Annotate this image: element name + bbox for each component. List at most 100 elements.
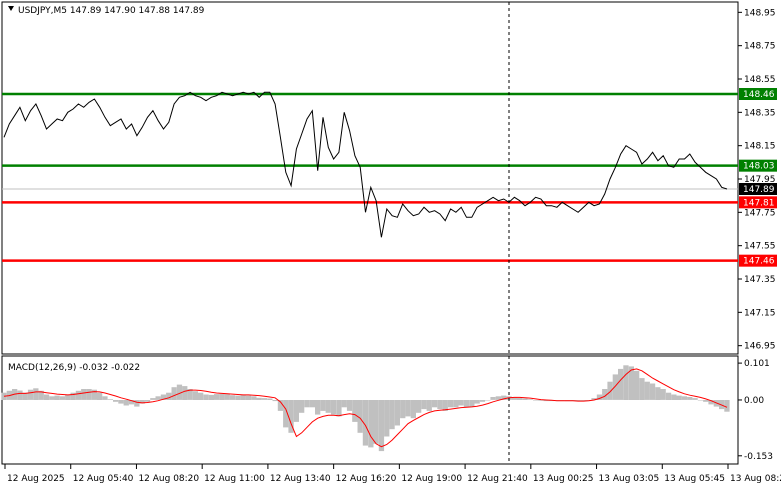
macd-bar: [495, 396, 501, 400]
price-tick-label: 148.95: [744, 8, 776, 18]
macd-bar: [144, 400, 151, 402]
macd-pane-border: [1, 355, 739, 465]
price-pane[interactable]: 148.95148.75148.55148.35148.15147.95147.…: [1, 1, 777, 355]
macd-bar: [511, 397, 517, 400]
macd-bar: [421, 400, 427, 410]
macd-bar: [304, 400, 310, 408]
macd-bar: [65, 394, 71, 400]
macd-bar: [442, 400, 448, 411]
macd-bar: [134, 400, 140, 407]
macd-bar: [251, 396, 257, 400]
macd-bar: [256, 397, 262, 400]
macd-bar: [43, 394, 50, 400]
macd-bar: [272, 400, 278, 402]
macd-bar: [346, 400, 353, 411]
macd-bar: [336, 400, 342, 417]
macd-bar: [479, 400, 486, 402]
macd-bar: [123, 400, 129, 406]
macd-bar: [107, 399, 113, 400]
macd-bar: [432, 400, 438, 408]
macd-bar: [352, 400, 358, 422]
macd-bar: [469, 400, 475, 407]
macd-bar: [447, 400, 454, 408]
macd-bar: [315, 400, 321, 415]
level-price-tag: [739, 159, 777, 172]
macd-bar: [22, 392, 28, 400]
macd-bar: [86, 389, 92, 400]
macd-bar: [203, 394, 209, 400]
current-price-tag: [739, 183, 777, 195]
price-tick-label: 147.15: [744, 308, 776, 318]
time-tick-label: 12 Aug 05:40: [73, 474, 134, 484]
level-price-label: 148.46: [743, 90, 775, 100]
macd-bar: [309, 400, 315, 408]
time-tick-label: 12 Aug 16:20: [336, 474, 397, 484]
macd-tick-label: -0.153: [744, 452, 773, 462]
macd-bar: [1, 392, 7, 400]
macd-bar: [681, 396, 688, 400]
macd-bar: [49, 396, 55, 400]
macd-bar: [649, 383, 656, 400]
macd-bar: [384, 400, 390, 437]
price-pane-border: [1, 1, 739, 355]
macd-bar: [182, 386, 188, 400]
price-tick-label: 148.55: [744, 75, 776, 85]
macd-bar: [602, 389, 608, 400]
level-price-label: 147.81: [743, 198, 775, 208]
macd-bar: [410, 400, 416, 419]
macd-bar: [70, 392, 76, 400]
macd-bar: [708, 400, 714, 405]
macd-bar: [522, 398, 528, 400]
time-tick-label: 13 Aug 05:45: [664, 474, 725, 484]
macd-tick-label: 0.101: [744, 359, 770, 369]
macd-bar: [288, 400, 294, 433]
macd-bar: [155, 396, 161, 400]
macd-bar: [394, 400, 400, 426]
macd-bar: [293, 400, 299, 422]
macd-bar: [362, 400, 369, 446]
macd-bar: [320, 400, 326, 411]
macd-bar: [59, 396, 66, 400]
price-tick-label: 148.15: [744, 142, 776, 152]
macd-bar: [128, 400, 135, 405]
macd-bar: [166, 392, 172, 400]
macd-bar: [17, 390, 23, 400]
macd-bar: [538, 400, 544, 401]
macd-bar: [357, 400, 363, 433]
symbol-header: USDJPY,M5 147.89 147.90 147.88 147.89: [18, 6, 205, 16]
macd-bar: [261, 398, 268, 400]
price-tick-label: 148.75: [744, 42, 776, 52]
macd-bar: [283, 400, 289, 428]
macd-bar: [655, 387, 661, 400]
macd-bar: [501, 395, 507, 400]
time-tick-label: 12 Aug 19:00: [401, 474, 462, 484]
price-tick-label: 146.95: [744, 342, 776, 352]
macd-bar: [33, 388, 39, 400]
horizontal-levels[interactable]: 148.46 148.03 147.81 147.46 147.89: [2, 88, 777, 267]
macd-bar: [229, 395, 236, 400]
macd-bar: [453, 400, 459, 408]
macd-bar: [697, 400, 704, 401]
macd-bar: [426, 400, 432, 411]
macd-bar: [660, 389, 666, 400]
macd-bar: [634, 370, 640, 400]
macd-bar: [607, 381, 613, 400]
macd-bar: [102, 396, 108, 400]
macd-bar: [267, 398, 273, 400]
macd-bar: [176, 384, 183, 400]
level-price-tag: [739, 196, 777, 209]
macd-bar: [389, 400, 395, 430]
macd-bar: [580, 400, 587, 401]
level-price-tag: [739, 254, 777, 267]
macd-bar: [325, 400, 331, 413]
macd-bar: [724, 400, 730, 412]
macd-bar: [245, 395, 252, 400]
macd-pane[interactable]: 0.101 0.00 -0.153 MACD(12,26,9) -0.032 -0.…: [1, 355, 773, 465]
macd-bar: [27, 389, 34, 400]
macd-header: MACD(12,26,9) -0.032 -0.022: [8, 363, 140, 373]
macd-bar: [591, 398, 597, 400]
collapse-triangle-icon[interactable]: [8, 6, 14, 11]
macd-bar: [618, 368, 624, 400]
macd-bar: [38, 390, 44, 400]
